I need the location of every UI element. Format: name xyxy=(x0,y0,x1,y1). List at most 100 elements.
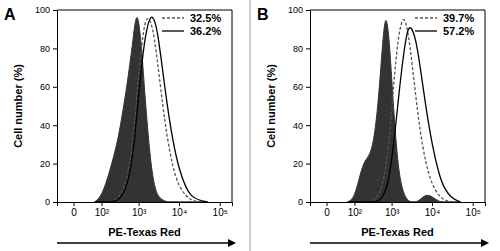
panel-label: A xyxy=(4,6,16,23)
x-tick-label: 10⁵ xyxy=(466,207,481,218)
legend-swatch xyxy=(162,30,184,31)
x-tick-mark xyxy=(354,202,355,206)
histogram-line xyxy=(95,17,208,202)
y-tick: 0 xyxy=(298,197,310,207)
x-tick-mark xyxy=(392,202,393,206)
legend-swatch xyxy=(415,17,437,18)
y-tick-mark xyxy=(306,202,310,203)
legend-label: 39.7% xyxy=(443,12,474,24)
legend: 39.7%57.2% xyxy=(415,12,474,37)
y-tick-label: 40 xyxy=(40,121,50,131)
y-tick: 0 xyxy=(45,197,57,207)
histogram-line xyxy=(348,28,461,202)
y-axis-line xyxy=(53,11,58,203)
plot-frame xyxy=(57,10,232,11)
x-tick-label: 10³ xyxy=(132,207,147,218)
x-axis-line xyxy=(311,203,486,207)
panel: A 0 10² 10³ 10⁴ 10⁵ 0 20 40 60 80 100 Cell number (%… xyxy=(4,5,236,247)
y-tick-mark xyxy=(53,87,57,88)
x-tick-mark xyxy=(101,202,102,206)
panel: B010²10³10⁴10⁵020406080100Cell number (%… xyxy=(257,5,489,247)
plot-area xyxy=(95,17,208,202)
legend-label: 32.5% xyxy=(190,12,221,24)
x-tick-mark xyxy=(220,202,221,206)
x-tick: 10² xyxy=(348,202,363,218)
y-tick: 40 xyxy=(293,121,310,131)
y-tick: 40 xyxy=(40,121,57,131)
x-tick: 10⁴ xyxy=(172,202,187,218)
x-tick-mark xyxy=(432,202,433,206)
legend-entry: 57.2% xyxy=(415,25,474,37)
plot-frame xyxy=(310,10,485,11)
y-tick-mark xyxy=(53,202,57,203)
y-tick-mark xyxy=(306,10,310,11)
legend-label: 57.2% xyxy=(443,25,474,37)
legend: 32.5%36.2% xyxy=(162,12,221,37)
panel-label: B xyxy=(257,6,269,23)
x-axis: 0 10² 10³ 10⁴ 10⁵ xyxy=(58,202,233,218)
x-tick: 10³ xyxy=(132,202,147,218)
x-tick-mark xyxy=(74,202,75,206)
x-tick-label: 10⁴ xyxy=(425,207,440,218)
y-axis-title: Cell number (%) xyxy=(12,64,24,148)
y-tick-mark xyxy=(53,10,57,11)
y-axis: 020406080100 xyxy=(288,5,311,207)
y-tick-mark xyxy=(306,125,310,126)
histogram-line xyxy=(348,20,461,202)
x-tick: 0 xyxy=(324,202,330,218)
y-tick-mark xyxy=(53,48,57,49)
y-tick-mark xyxy=(306,164,310,165)
x-tick: 10² xyxy=(95,202,110,218)
y-tick-label: 20 xyxy=(40,159,50,169)
axis-arrow xyxy=(57,242,232,244)
y-tick-label: 60 xyxy=(40,82,50,92)
x-tick-label: 10² xyxy=(348,207,363,218)
y-axis-line xyxy=(306,11,311,203)
y-tick-label: 0 xyxy=(298,197,303,207)
x-tick-label: 10⁵ xyxy=(213,207,228,218)
plot-frame xyxy=(485,10,486,202)
x-tick: 10⁵ xyxy=(466,202,481,218)
x-tick: 10⁴ xyxy=(425,202,440,218)
histogram-area xyxy=(348,20,461,202)
x-tick-mark xyxy=(139,202,140,206)
axis-arrow-head xyxy=(481,239,489,247)
y-tick: 100 xyxy=(288,5,310,15)
y-tick: 60 xyxy=(40,82,57,92)
y-tick: 80 xyxy=(293,44,310,54)
y-tick: 80 xyxy=(40,44,57,54)
histogram-line xyxy=(95,19,208,202)
plot-area xyxy=(348,20,461,202)
x-tick: 10⁵ xyxy=(213,202,228,218)
figure: A 0 10² 10³ 10⁴ 10⁵ 0 20 40 60 80 100 Cell number (%… xyxy=(0,0,500,251)
y-tick-mark xyxy=(53,125,57,126)
x-tick-mark xyxy=(179,202,180,206)
legend-entry: 39.7% xyxy=(415,12,474,24)
histogram-area xyxy=(95,18,208,202)
axis-arrow xyxy=(310,242,485,244)
x-tick-label: 10² xyxy=(95,207,110,218)
y-tick-label: 100 xyxy=(288,5,303,15)
y-tick-label: 60 xyxy=(293,82,303,92)
legend-entry: 32.5% xyxy=(162,12,221,24)
y-tick: 20 xyxy=(40,159,57,169)
y-tick-label: 80 xyxy=(293,44,303,54)
x-tick-mark xyxy=(473,202,474,206)
y-tick-mark xyxy=(306,48,310,49)
y-tick-mark xyxy=(306,87,310,88)
y-tick-label: 80 xyxy=(40,44,50,54)
x-tick-label: 0 xyxy=(324,207,330,218)
x-tick-label: 0 xyxy=(71,207,77,218)
y-tick-label: 0 xyxy=(45,197,50,207)
legend-swatch xyxy=(415,30,437,31)
y-tick: 100 xyxy=(35,5,57,15)
x-axis: 0 10² 10³ 10⁴ 10⁵ xyxy=(311,202,486,218)
x-axis-line xyxy=(58,203,233,207)
x-tick-label: 10³ xyxy=(385,207,400,218)
y-tick-label: 40 xyxy=(293,121,303,131)
x-axis-title: PE-Texas Red xyxy=(361,226,434,238)
plot-frame xyxy=(232,10,233,202)
legend-entry: 36.2% xyxy=(162,25,221,37)
legend-swatch xyxy=(162,17,184,18)
legend-label: 36.2% xyxy=(190,25,221,37)
